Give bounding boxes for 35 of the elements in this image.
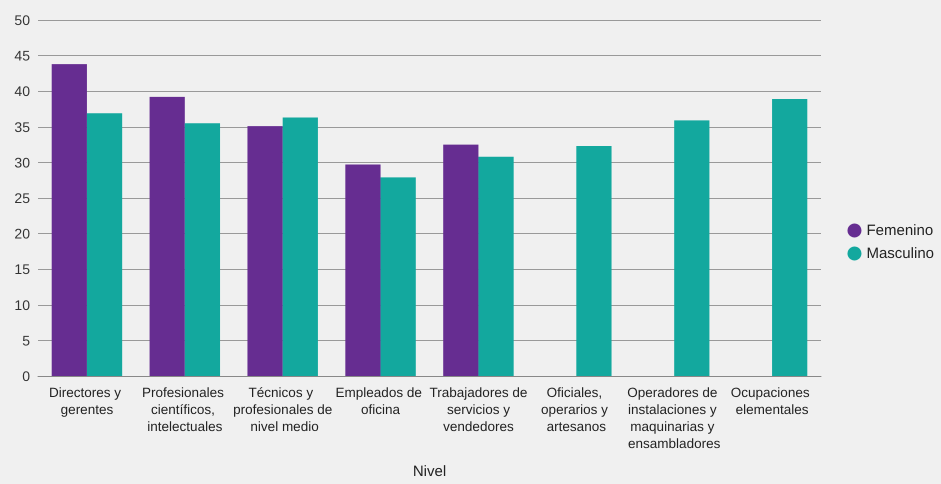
x-tick-label: Operadores de instalaciones y maquinarias y ensambladores [627,385,722,451]
x-tick-label: Trabajadores de servicios y vendedores [430,385,528,434]
bar [282,118,318,376]
y-tick-label: 40 [14,83,30,100]
x-tick-label: Profesionales científicos, intelectuales [142,385,228,434]
y-tick-label: 15 [14,261,30,278]
y-tick-label: 0 [22,368,30,384]
bar [247,126,283,376]
bar [772,99,808,376]
x-tick-label: Ocupaciones elementales [730,385,814,417]
bar [443,144,478,376]
y-tick-label: 50 [14,12,30,28]
y-tick-label: 5 [22,332,30,348]
y-tick-label: 10 [14,296,30,313]
bar [576,146,612,376]
x-tick-label: Empleados de oficina [336,385,426,417]
bar [380,177,416,376]
y-tick-label: 25 [14,190,30,206]
y-tick-label: 45 [14,48,30,64]
bar [86,113,122,376]
y-tick-label: 35 [14,118,30,135]
bar [52,64,87,376]
bar [345,164,381,376]
bar [478,156,514,376]
bar [184,123,220,376]
y-tick-label: 20 [14,226,30,242]
x-tick-label: Técnicos y profesionales de nivel medio [233,385,332,434]
bar [150,96,185,376]
legend-label: Femenino [866,222,934,239]
legend-label: Masculino [866,245,934,262]
x-tick-label: Directores y gerentes [49,385,125,417]
y-tick-label: 30 [14,154,30,170]
x-tick-label: Oficiales, operarios y artesanos [541,385,612,434]
x-axis-title: Nivel [412,463,446,480]
bar [674,120,710,376]
